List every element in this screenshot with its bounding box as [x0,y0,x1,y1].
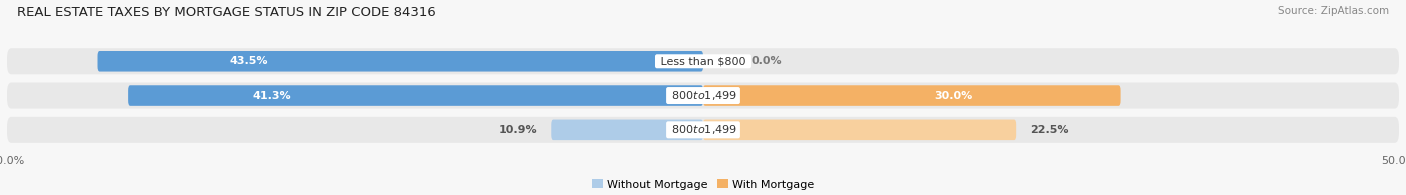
Legend: Without Mortgage, With Mortgage: Without Mortgage, With Mortgage [592,179,814,190]
FancyBboxPatch shape [703,85,1121,106]
Text: 10.9%: 10.9% [499,125,537,135]
Text: 41.3%: 41.3% [253,90,291,101]
Text: 30.0%: 30.0% [935,90,973,101]
Text: $800 to $1,499: $800 to $1,499 [668,123,738,136]
FancyBboxPatch shape [7,117,1399,143]
Text: $800 to $1,499: $800 to $1,499 [668,89,738,102]
FancyBboxPatch shape [128,85,703,106]
Text: REAL ESTATE TAXES BY MORTGAGE STATUS IN ZIP CODE 84316: REAL ESTATE TAXES BY MORTGAGE STATUS IN … [17,6,436,19]
FancyBboxPatch shape [7,48,1399,74]
FancyBboxPatch shape [551,120,703,140]
Text: 0.0%: 0.0% [752,56,782,66]
Text: 43.5%: 43.5% [229,56,269,66]
FancyBboxPatch shape [703,120,1017,140]
FancyBboxPatch shape [97,51,703,72]
FancyBboxPatch shape [7,82,1399,109]
Text: Less than $800: Less than $800 [657,56,749,66]
Text: Source: ZipAtlas.com: Source: ZipAtlas.com [1278,6,1389,16]
Text: 22.5%: 22.5% [1031,125,1069,135]
